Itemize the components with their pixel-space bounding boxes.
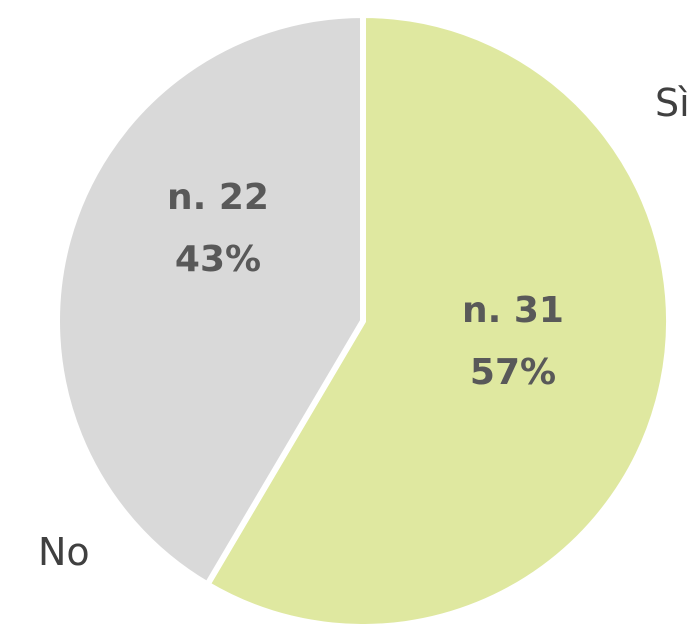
pie-labels: Sì No n. 31 57% n. 22 43% bbox=[38, 81, 690, 574]
pie-slices bbox=[54, 12, 672, 624]
slice-percent-no: 43% bbox=[175, 239, 261, 280]
pie-slice-no bbox=[54, 12, 366, 588]
slice-count-no: n. 22 bbox=[167, 177, 269, 218]
category-label-si: Sì bbox=[655, 81, 690, 125]
slice-count-si: n. 31 bbox=[462, 290, 564, 331]
pie-slice-si bbox=[204, 12, 672, 624]
category-label-no: No bbox=[38, 530, 90, 574]
slice-percent-si: 57% bbox=[470, 352, 556, 393]
